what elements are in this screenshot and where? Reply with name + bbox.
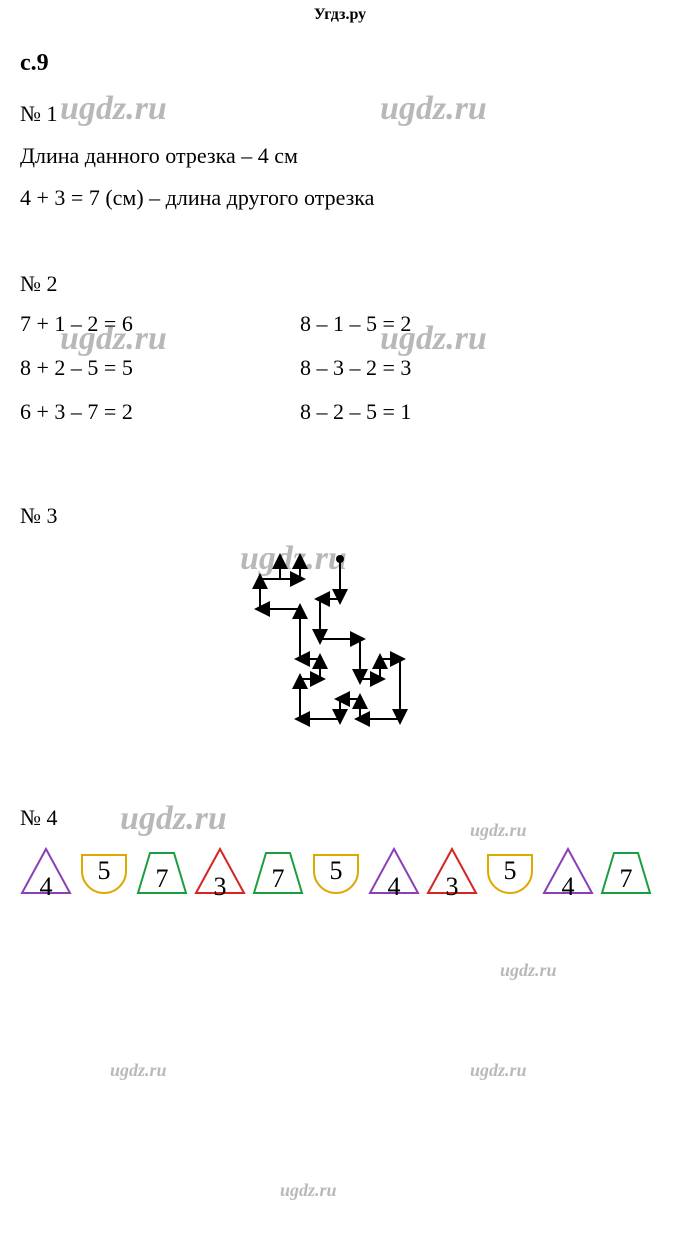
shape-number: 3 xyxy=(426,845,478,913)
shape-triangle: 4 xyxy=(542,845,594,897)
shape-semicircle: 5 xyxy=(484,845,536,897)
shape-number: 3 xyxy=(194,845,246,913)
problem-1-number: № 1 xyxy=(20,101,660,127)
shape-number: 7 xyxy=(252,845,304,905)
equation: 8 – 1 – 5 = 2 xyxy=(300,311,580,337)
problem-3-number: № 3 xyxy=(20,503,660,529)
shape-semicircle: 5 xyxy=(78,845,130,897)
page-heading: с.9 xyxy=(20,50,660,77)
equation: 8 – 2 – 5 = 1 xyxy=(300,399,580,425)
shape-number: 7 xyxy=(136,845,188,905)
shape-number: 5 xyxy=(484,845,536,897)
problem-4-number: № 4 xyxy=(20,805,660,831)
shape-number: 5 xyxy=(78,845,130,897)
page-content: с.9 № 1 Длина данного отрезка – 4 см 4 +… xyxy=(0,24,680,897)
equation: 6 + 3 – 7 = 2 xyxy=(20,399,300,425)
shape-triangle: 3 xyxy=(194,845,246,897)
watermark: ugdz.ru xyxy=(280,1180,337,1201)
problem-2-equations: 7 + 1 – 2 = 6 8 + 2 – 5 = 5 6 + 3 – 7 = … xyxy=(20,311,660,443)
problem-2-number: № 2 xyxy=(20,271,660,297)
problem-3-diagram xyxy=(20,539,660,755)
watermark: ugdz.ru xyxy=(470,1060,527,1081)
problem-2-col-right: 8 – 1 – 5 = 2 8 – 3 – 2 = 3 8 – 2 – 5 = … xyxy=(300,311,580,443)
shape-number: 4 xyxy=(20,845,72,913)
problem-1-line-1: Длина данного отрезка – 4 см xyxy=(20,143,660,169)
equation: 8 + 2 – 5 = 5 xyxy=(20,355,300,381)
shape-trapezoid: 7 xyxy=(600,845,652,897)
arrow-path-svg xyxy=(190,539,490,749)
shape-number: 4 xyxy=(368,845,420,913)
equation: 7 + 1 – 2 = 6 xyxy=(20,311,300,337)
problem-2-col-left: 7 + 1 – 2 = 6 8 + 2 – 5 = 5 6 + 3 – 7 = … xyxy=(20,311,300,443)
watermark: ugdz.ru xyxy=(500,960,557,981)
shape-triangle: 4 xyxy=(368,845,420,897)
problem-4-shapes-row: 45737543547 xyxy=(20,845,660,897)
shape-semicircle: 5 xyxy=(310,845,362,897)
shape-number: 7 xyxy=(600,845,652,905)
problem-1-line-2: 4 + 3 = 7 (см) – длина другого отрезка xyxy=(20,185,660,211)
shape-triangle: 3 xyxy=(426,845,478,897)
shape-trapezoid: 7 xyxy=(136,845,188,897)
site-header: Угдз.ру xyxy=(0,0,680,24)
shape-number: 4 xyxy=(542,845,594,913)
watermark: ugdz.ru xyxy=(110,1060,167,1081)
equation: 8 – 3 – 2 = 3 xyxy=(300,355,580,381)
shape-triangle: 4 xyxy=(20,845,72,897)
shape-trapezoid: 7 xyxy=(252,845,304,897)
shape-number: 5 xyxy=(310,845,362,897)
